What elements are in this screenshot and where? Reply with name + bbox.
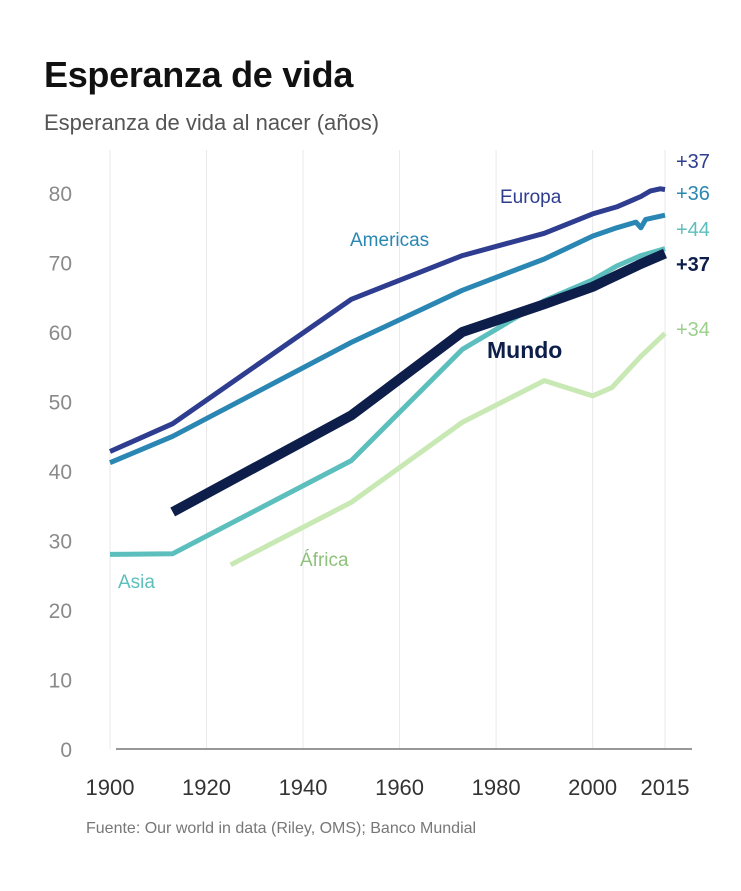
chart-title: Esperanza de vida [44, 54, 354, 95]
series-label-americas: Americas [350, 230, 429, 251]
source-note: Fuente: Our world in data (Riley, OMS); … [86, 820, 477, 837]
label-layer: Europa Americas Asia África Mundo +37 +36 +44 +3… [118, 151, 710, 593]
x-tick-label-1920: 1920 [182, 775, 231, 800]
grid-layer [109, 150, 666, 749]
series-line-americas [109, 212, 666, 466]
y-tick-label-40: 40 [49, 461, 72, 484]
y-tick-label-0: 0 [60, 739, 72, 762]
series-layer [108, 186, 667, 568]
change-label-africa: +34 [676, 319, 710, 341]
x-tick-label-1940: 1940 [279, 775, 328, 800]
y-tick-label-50: 50 [49, 392, 72, 415]
series-label-europa: Europa [500, 187, 562, 208]
change-label-americas: +36 [676, 183, 710, 205]
series-label-asia: Asia [118, 572, 155, 593]
y-tick-label-80: 80 [49, 183, 72, 206]
y-tick-label-60: 60 [49, 322, 72, 345]
change-label-europa: +37 [676, 151, 710, 173]
chart-subtitle: Esperanza de vida al nacer (años) [44, 110, 380, 135]
y-tick-label-10: 10 [49, 670, 72, 693]
series-label-mundo: Mundo [487, 337, 562, 363]
axis-layer: 0 10 20 30 40 50 60 70 80 1900 1920 1940 1960 1980 200… [49, 183, 692, 800]
y-tick-label-70: 70 [49, 253, 72, 276]
series-line-europa [108, 186, 666, 454]
x-tick-label-2015: 2015 [641, 775, 690, 800]
x-tick-label-2000: 2000 [568, 775, 617, 800]
series-label-africa: África [300, 550, 349, 571]
x-tick-label-1980: 1980 [472, 775, 521, 800]
series-line-mundo [170, 248, 667, 517]
y-tick-label-20: 20 [49, 600, 72, 623]
x-tick-label-1960: 1960 [375, 775, 424, 800]
series-line-africa [229, 331, 667, 568]
y-tick-label-30: 30 [49, 531, 72, 554]
x-tick-label-1900: 1900 [86, 775, 135, 800]
change-label-mundo: +37 [676, 254, 710, 276]
change-label-asia: +44 [676, 219, 710, 241]
